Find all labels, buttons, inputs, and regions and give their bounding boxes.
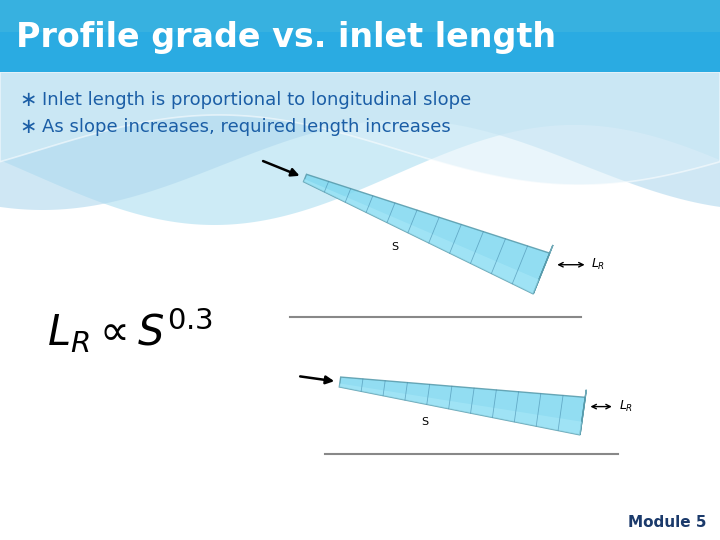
Polygon shape <box>0 72 720 210</box>
Polygon shape <box>580 390 586 435</box>
Text: As slope increases, required length increases: As slope increases, required length incr… <box>42 118 451 136</box>
Polygon shape <box>304 174 549 294</box>
Polygon shape <box>339 383 582 435</box>
Bar <box>0 0 720 72</box>
Polygon shape <box>339 377 585 435</box>
Polygon shape <box>0 72 720 225</box>
Text: ∗: ∗ <box>19 117 37 137</box>
Text: Module 5: Module 5 <box>628 515 706 530</box>
Text: Profile grade vs. inlet length: Profile grade vs. inlet length <box>16 21 556 54</box>
Polygon shape <box>534 245 553 294</box>
Text: ∗: ∗ <box>19 90 37 110</box>
Text: $L_R$: $L_R$ <box>591 257 606 272</box>
Bar <box>0 0 720 32</box>
Polygon shape <box>0 72 720 185</box>
Text: S: S <box>421 417 428 428</box>
Text: $L_R$: $L_R$ <box>618 399 633 414</box>
Polygon shape <box>304 179 539 294</box>
Text: $L_R \propto S^{0.3}$: $L_R \propto S^{0.3}$ <box>47 305 213 355</box>
Text: S: S <box>391 242 398 252</box>
Text: Inlet length is proportional to longitudinal slope: Inlet length is proportional to longitud… <box>42 91 472 109</box>
